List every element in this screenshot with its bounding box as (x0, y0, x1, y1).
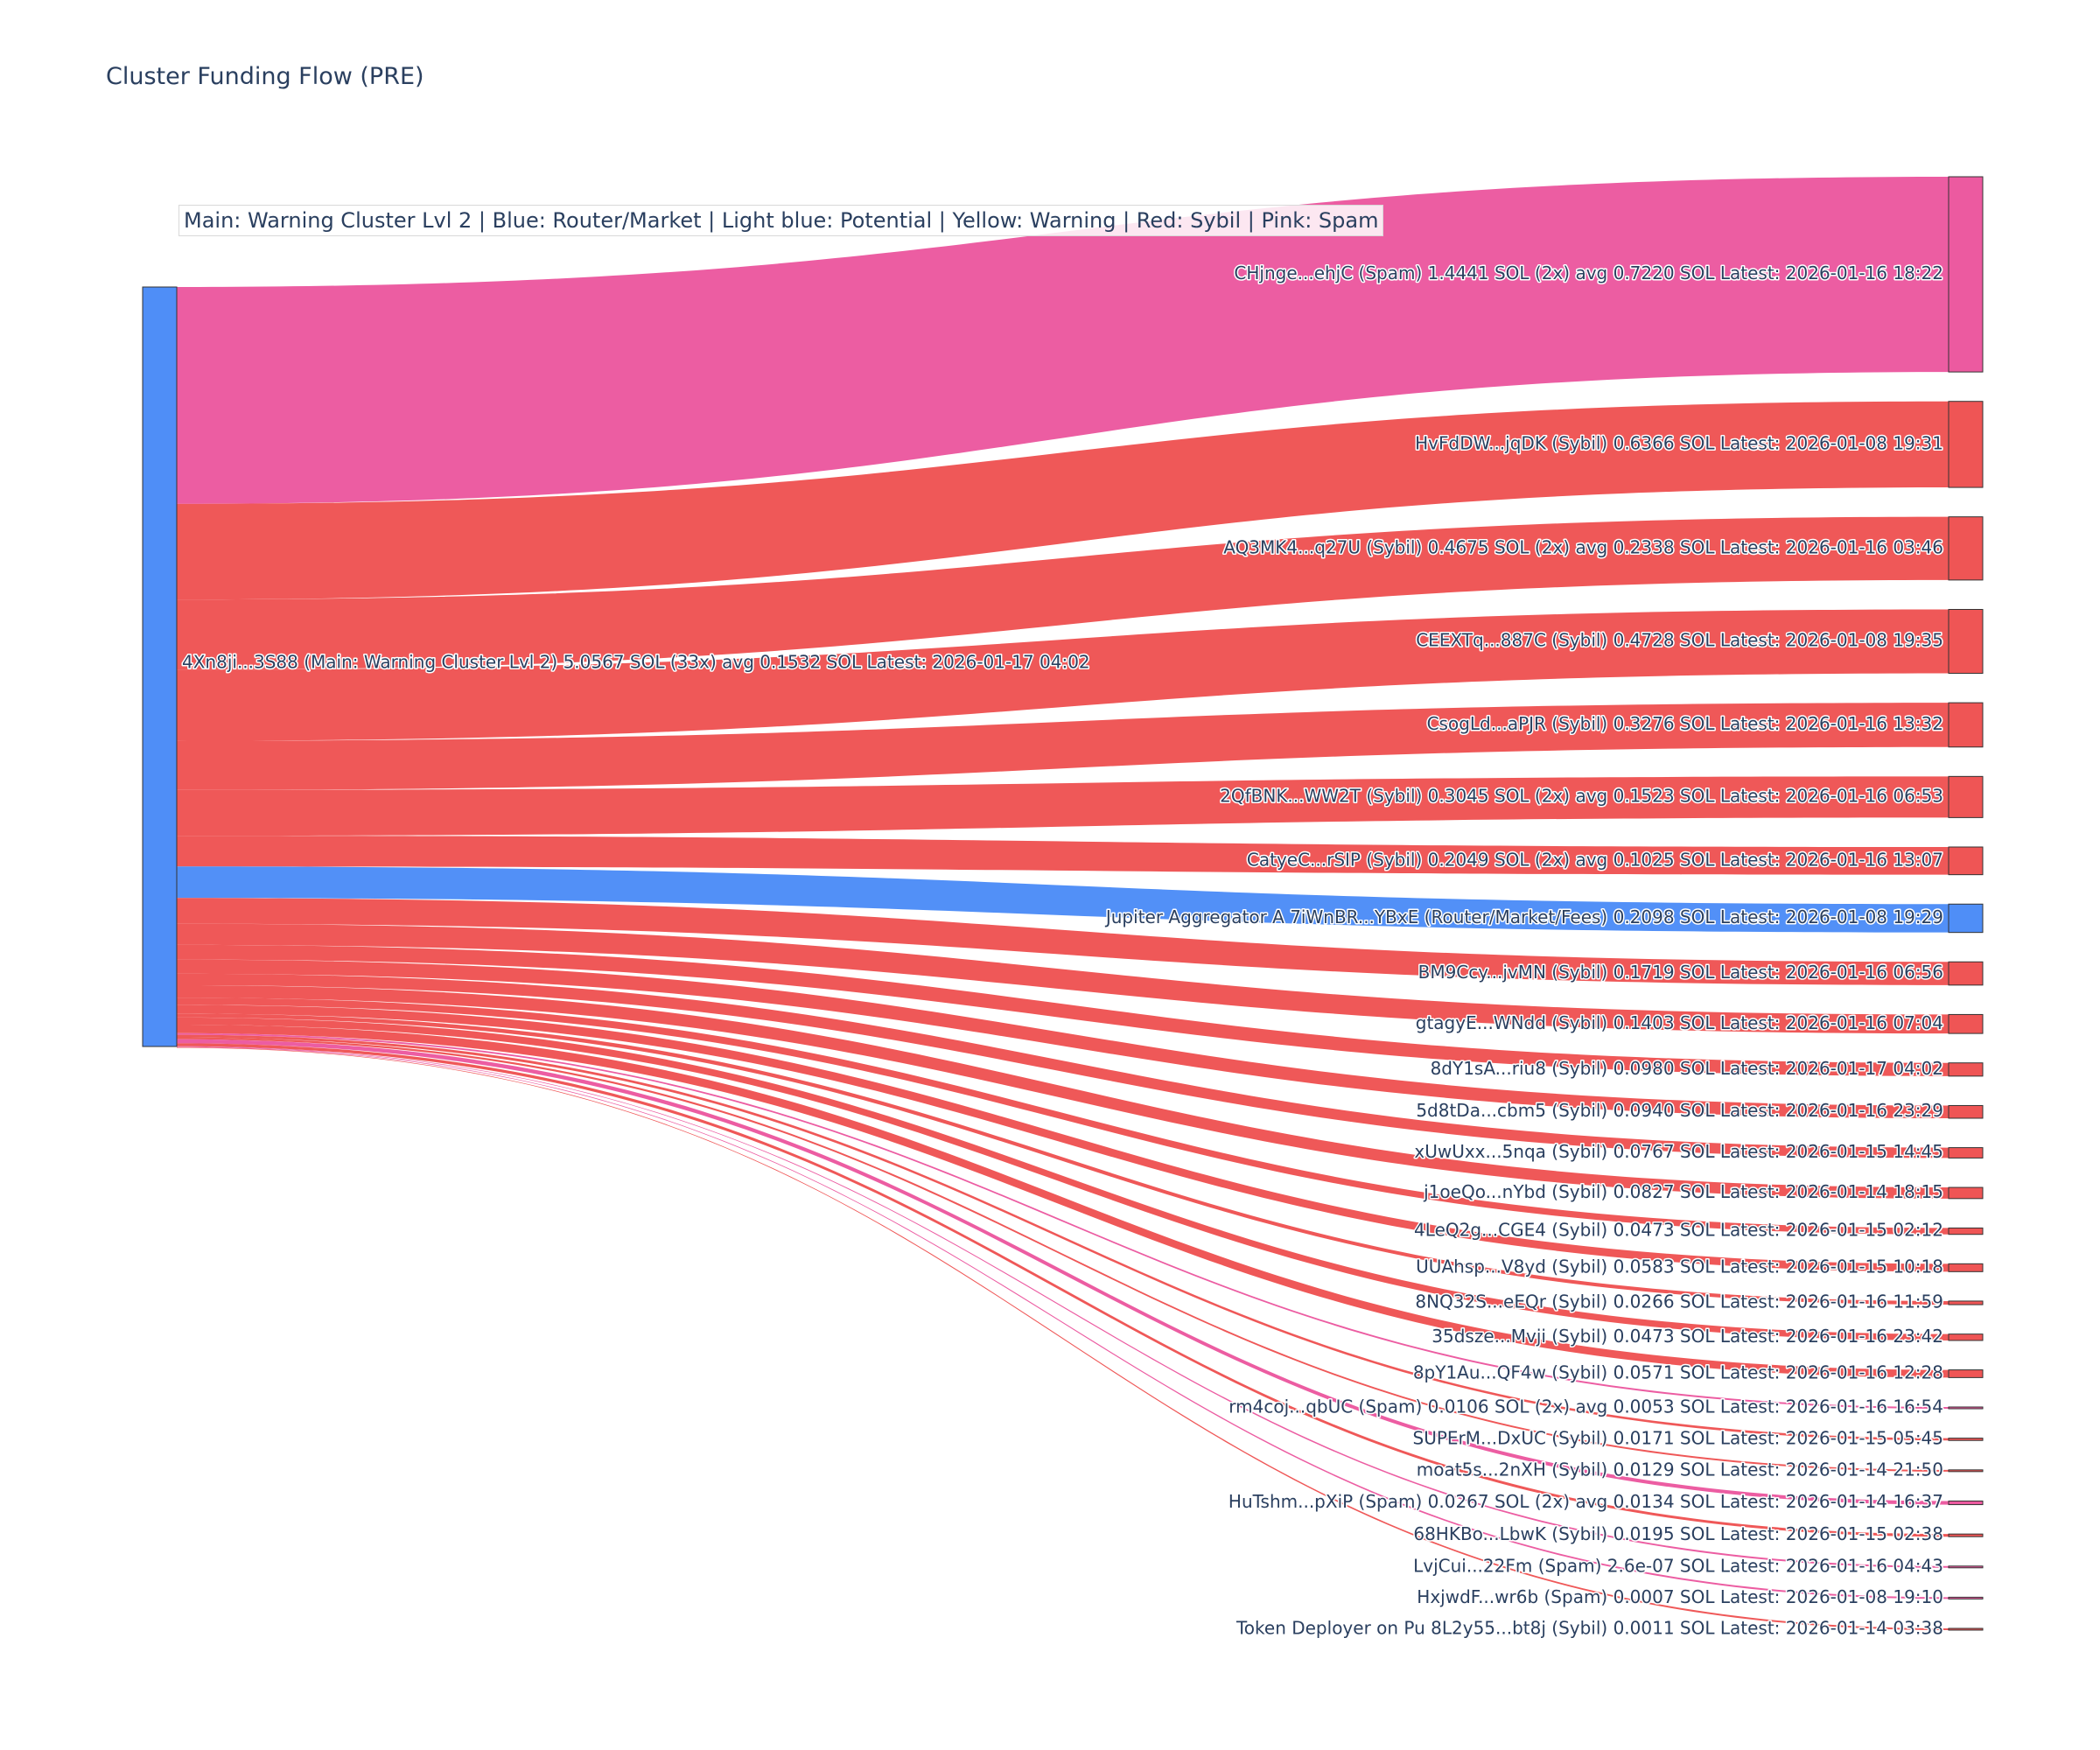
target-node-label: AQ3MK4...q27U (Sybil) 0.4675 SOL (2x) av… (1223, 536, 1943, 557)
target-node-label: CatyeC...rSIP (Sybil) 0.2049 SOL (2x) av… (1247, 849, 1943, 870)
flow-link (177, 1037, 1949, 1472)
target-node (1948, 1500, 1984, 1506)
target-node-label: xUwUxx...5nqa (Sybil) 0.0767 SOL Latest:… (1414, 1141, 1943, 1162)
target-node-label: moat5s...2nXH (Sybil) 0.0129 SOL Latest:… (1417, 1459, 1943, 1480)
target-node-label: 8pY1Au...QF4w (Sybil) 0.0571 SOL Latest:… (1413, 1362, 1943, 1382)
flow-link (177, 1046, 1949, 1600)
flow-link (177, 866, 1949, 933)
target-node (1948, 176, 1984, 373)
target-node (1948, 1369, 1984, 1378)
target-node-label: 8NQ32S...eEQr (Sybil) 0.0266 SOL Latest:… (1415, 1291, 1943, 1312)
target-node-label: 2QfBNK...WW2T (Sybil) 0.3045 SOL (2x) av… (1220, 785, 1943, 806)
target-node (1948, 1062, 1984, 1077)
flow-link (177, 1039, 1949, 1505)
flow-link (177, 177, 1949, 504)
target-node (1948, 846, 1984, 876)
flow-link (177, 836, 1949, 875)
flow-link (177, 1017, 1949, 1340)
flow-link (177, 984, 1949, 1199)
target-node-label: HvFdDW...jqDK (Sybil) 0.6366 SOL Latest:… (1415, 432, 1943, 453)
flow-link (177, 1013, 1949, 1306)
target-node-label: 5d8tDa...cbm5 (Sybil) 0.0940 SOL Latest:… (1416, 1100, 1943, 1121)
target-node (1948, 1186, 1984, 1200)
flow-link (177, 998, 1949, 1235)
target-node (1948, 1300, 1984, 1306)
nodes-layer (142, 176, 1984, 1631)
target-node (1948, 702, 1984, 748)
legend-annotation: Main: Warning Cluster Lvl 2 | Blue: Rout… (178, 205, 1384, 236)
target-node-label: UUAhsp...V8yd (Sybil) 0.0583 SOL Latest:… (1416, 1256, 1943, 1277)
target-node (1948, 1334, 1984, 1341)
flow-link (177, 1004, 1949, 1272)
target-node-label: gtagyE...WNdd (Sybil) 0.1403 SOL Latest:… (1416, 1012, 1943, 1033)
target-node (1948, 1104, 1984, 1119)
target-node-label: HuTshm...pXiP (Spam) 0.0267 SOL (2x) avg… (1228, 1491, 1943, 1512)
flow-link (177, 1046, 1949, 1630)
target-node (1948, 1438, 1984, 1441)
target-node (1948, 1013, 1984, 1034)
target-node-label: 8dY1sA...riu8 (Sybil) 0.0980 SOL Latest:… (1431, 1058, 1943, 1079)
flow-link (177, 609, 1949, 741)
flow-link (177, 898, 1949, 985)
target-node-label: rm4coj...qbUC (Spam) 0.0106 SOL (2x) avg… (1228, 1396, 1943, 1417)
flow-link (177, 1043, 1949, 1537)
flow-link (177, 1032, 1949, 1409)
labels-layer: 4Xn8ji...3S88 (Main: Warning Cluster Lvl… (181, 262, 1945, 1640)
target-node (1948, 1227, 1984, 1236)
flow-link (177, 401, 1949, 600)
flow-link (177, 1024, 1949, 1378)
target-node (1948, 608, 1984, 675)
target-node (1948, 961, 1984, 986)
flow-link (177, 516, 1949, 670)
target-node-label: Jupiter Aggregator A 7iWnBR...YBxE (Rout… (1104, 906, 1943, 928)
target-node-label: LvjCui...22Fm (Spam) 2.6e-07 SOL Latest:… (1413, 1555, 1943, 1576)
target-node-label: Token Deployer on Pu 8L2y55...bt8j (Sybi… (1236, 1618, 1943, 1639)
target-node-label: BM9Ccy...jvMN (Sybil) 0.1719 SOL Latest:… (1418, 962, 1943, 983)
target-node (1948, 1406, 1984, 1410)
source-node-label: 4Xn8ji...3S88 (Main: Warning Cluster Lvl… (182, 652, 1090, 673)
target-node-label: 4LeQ2g...CGE4 (Sybil) 0.0473 SOL Latest:… (1414, 1220, 1943, 1241)
target-node (1948, 1596, 1984, 1600)
target-node (1948, 1147, 1984, 1158)
flow-link (177, 944, 1949, 1076)
target-node-label: HxjwdF...wr6b (Spam) 0.0007 SOL Latest: … (1417, 1586, 1943, 1607)
target-node-label: j1oeQo...nYbd (Sybil) 0.0827 SOL Latest:… (1423, 1181, 1943, 1202)
target-node (1948, 1469, 1984, 1473)
links-layer (177, 177, 1949, 1630)
target-node-label: 68HKBo...LbwK (Sybil) 0.0195 SOL Latest:… (1413, 1523, 1943, 1544)
target-node-label: SUPErM...DxUC (Sybil) 0.0171 SOL Latest:… (1413, 1427, 1943, 1448)
target-node (1948, 1628, 1984, 1631)
target-node (1948, 401, 1984, 488)
chart-title: Cluster Funding Flow (PRE) (106, 63, 424, 90)
target-node-label: CHjnge...ehjC (Spam) 1.4441 SOL (2x) avg… (1234, 262, 1943, 284)
flow-link (177, 776, 1949, 836)
target-node-label: CEEXTq...887C (Sybil) 0.4728 SOL Latest:… (1416, 630, 1943, 651)
target-node-label: CsogLd...aPJR (Sybil) 0.3276 SOL Latest:… (1427, 713, 1943, 734)
source-node (142, 286, 178, 1047)
flow-link (177, 1046, 1949, 1568)
flow-link (177, 973, 1949, 1158)
target-node (1948, 1263, 1984, 1272)
flow-link (177, 923, 1949, 1034)
target-node (1948, 775, 1984, 818)
target-node (1948, 1565, 1984, 1569)
target-node (1948, 516, 1984, 581)
flow-link (177, 1034, 1949, 1441)
flow-link (177, 703, 1949, 790)
target-node (1948, 903, 1984, 934)
target-node (1948, 1533, 1984, 1537)
target-node-label: 35dsze...Mvji (Sybil) 0.0473 SOL Latest:… (1432, 1326, 1943, 1347)
flow-link (177, 959, 1949, 1118)
